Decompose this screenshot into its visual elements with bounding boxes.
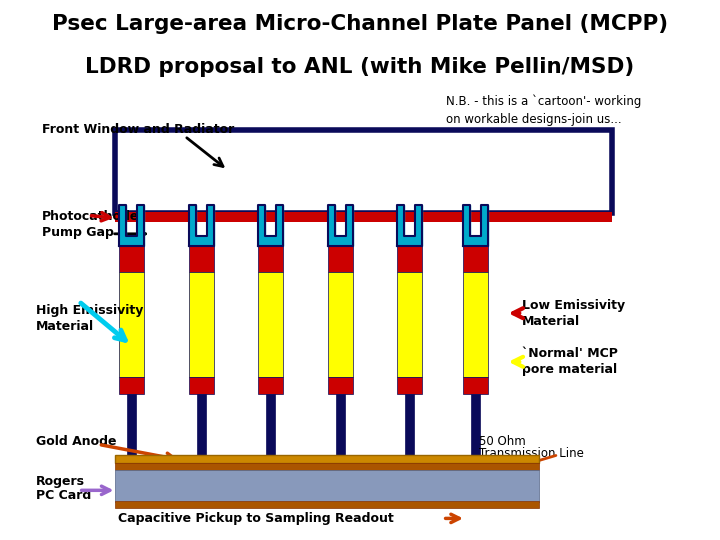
Text: Gold Anode: Gold Anode bbox=[36, 435, 116, 448]
Bar bbox=[397, 377, 422, 394]
Polygon shape bbox=[328, 205, 353, 246]
Bar bbox=[463, 272, 488, 377]
Bar bbox=[119, 377, 144, 394]
Text: Material: Material bbox=[522, 315, 580, 328]
Text: Capacitive Pickup to Sampling Readout: Capacitive Pickup to Sampling Readout bbox=[118, 512, 394, 525]
Text: pore material: pore material bbox=[522, 363, 617, 376]
Polygon shape bbox=[189, 205, 214, 246]
Bar bbox=[127, 394, 136, 460]
Bar bbox=[115, 501, 539, 508]
Text: Pump Gap: Pump Gap bbox=[42, 226, 114, 239]
Polygon shape bbox=[258, 205, 283, 246]
Text: Material: Material bbox=[36, 320, 94, 333]
Text: PC Card: PC Card bbox=[36, 489, 91, 502]
Text: 50 Ohm: 50 Ohm bbox=[479, 435, 526, 448]
Bar bbox=[258, 272, 283, 377]
Bar bbox=[328, 377, 353, 394]
Bar bbox=[189, 246, 214, 272]
Text: N.B. - this is a `cartoon'- working: N.B. - this is a `cartoon'- working bbox=[446, 94, 642, 108]
Bar bbox=[463, 246, 488, 272]
Polygon shape bbox=[397, 205, 422, 246]
Text: Photocathode: Photocathode bbox=[42, 210, 140, 222]
Bar bbox=[119, 272, 144, 377]
Bar bbox=[463, 377, 488, 394]
Bar bbox=[328, 246, 353, 272]
Text: on workable designs-join us...: on workable designs-join us... bbox=[446, 113, 621, 126]
Text: Transmission Line: Transmission Line bbox=[479, 447, 584, 460]
Bar bbox=[258, 377, 283, 394]
Bar bbox=[336, 394, 345, 460]
Polygon shape bbox=[119, 205, 144, 246]
Bar bbox=[115, 455, 539, 463]
Bar bbox=[397, 272, 422, 377]
Bar bbox=[119, 246, 144, 272]
Bar bbox=[115, 212, 611, 222]
Bar bbox=[115, 463, 539, 470]
Bar bbox=[197, 394, 205, 460]
Polygon shape bbox=[463, 205, 488, 246]
Text: LDRD proposal to ANL (with Mike Pellin/MSD): LDRD proposal to ANL (with Mike Pellin/M… bbox=[86, 57, 634, 77]
Text: `Normal' MCP: `Normal' MCP bbox=[522, 347, 618, 360]
Text: Psec Large-area Micro-Channel Plate Panel (MCPP): Psec Large-area Micro-Channel Plate Pane… bbox=[52, 14, 668, 33]
Bar bbox=[266, 394, 275, 460]
Bar bbox=[115, 470, 539, 502]
Bar bbox=[397, 246, 422, 272]
Bar bbox=[328, 272, 353, 377]
Bar bbox=[115, 130, 611, 213]
Bar bbox=[258, 246, 283, 272]
Text: Low Emissivity: Low Emissivity bbox=[522, 299, 625, 312]
Bar bbox=[189, 272, 214, 377]
Text: Rogers: Rogers bbox=[36, 475, 85, 488]
Text: High Emissivity: High Emissivity bbox=[36, 304, 143, 317]
Text: Front Window and Radiator: Front Window and Radiator bbox=[42, 123, 235, 136]
Bar bbox=[405, 394, 414, 460]
Bar bbox=[472, 394, 480, 460]
Bar bbox=[189, 377, 214, 394]
